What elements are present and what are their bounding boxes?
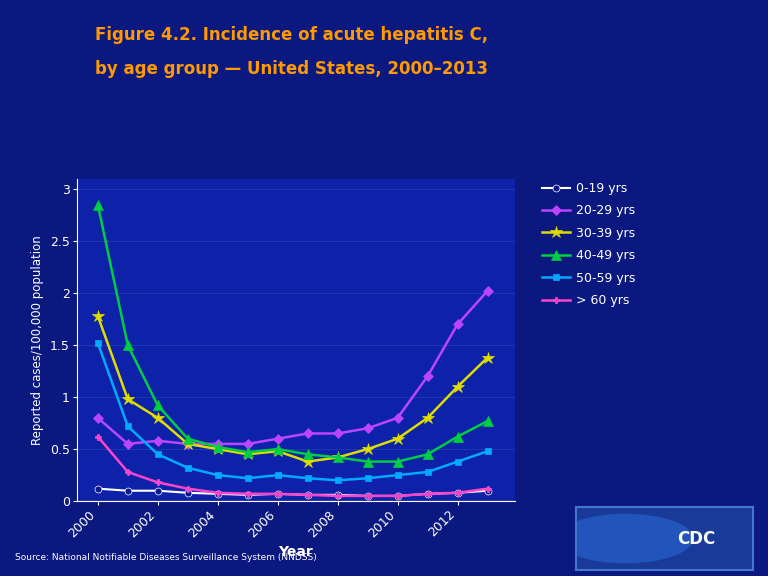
40-49 yrs: [423, 451, 432, 458]
Line: 30-39 yrs: 30-39 yrs: [91, 310, 494, 468]
> 60 yrs: [363, 492, 372, 499]
40-49 yrs: [393, 458, 402, 465]
Line: 50-59 yrs: 50-59 yrs: [94, 339, 491, 484]
Text: Source: National Notifiable Diseases Surveillance System (NNDSS): Source: National Notifiable Diseases Sur…: [15, 552, 317, 562]
Legend: 0-19 yrs, 20-29 yrs, 30-39 yrs, 40-49 yrs, 50-59 yrs, > 60 yrs: 0-19 yrs, 20-29 yrs, 30-39 yrs, 40-49 yr…: [538, 179, 639, 310]
Circle shape: [558, 514, 693, 563]
40-49 yrs: [153, 402, 162, 409]
30-39 yrs: [303, 458, 313, 465]
50-59 yrs: [183, 464, 192, 471]
> 60 yrs: [123, 468, 132, 475]
> 60 yrs: [243, 490, 253, 497]
30-39 yrs: [93, 312, 102, 319]
0-19 yrs: [393, 492, 402, 499]
Line: 20-29 yrs: 20-29 yrs: [94, 287, 491, 448]
Line: 0-19 yrs: 0-19 yrs: [94, 485, 491, 499]
50-59 yrs: [243, 475, 253, 482]
50-59 yrs: [273, 472, 283, 479]
> 60 yrs: [93, 433, 102, 440]
0-19 yrs: [453, 490, 462, 497]
> 60 yrs: [183, 485, 192, 492]
30-39 yrs: [273, 448, 283, 454]
20-29 yrs: [393, 414, 402, 421]
30-39 yrs: [153, 414, 162, 421]
> 60 yrs: [483, 485, 492, 492]
40-49 yrs: [213, 444, 222, 450]
0-19 yrs: [93, 485, 102, 492]
40-49 yrs: [123, 342, 132, 348]
40-49 yrs: [183, 435, 192, 442]
> 60 yrs: [333, 492, 343, 499]
> 60 yrs: [423, 490, 432, 497]
> 60 yrs: [453, 490, 462, 497]
20-29 yrs: [303, 430, 313, 437]
30-39 yrs: [393, 435, 402, 442]
40-49 yrs: [483, 418, 492, 425]
40-49 yrs: [333, 454, 343, 461]
20-29 yrs: [123, 441, 132, 448]
Text: CDC: CDC: [677, 529, 715, 548]
30-39 yrs: [483, 354, 492, 361]
50-59 yrs: [93, 339, 102, 346]
40-49 yrs: [303, 451, 313, 458]
20-29 yrs: [183, 441, 192, 448]
0-19 yrs: [243, 491, 253, 498]
50-59 yrs: [213, 472, 222, 479]
30-39 yrs: [453, 383, 462, 390]
X-axis label: Year: Year: [278, 545, 313, 559]
50-59 yrs: [453, 458, 462, 465]
> 60 yrs: [213, 490, 222, 497]
20-29 yrs: [483, 287, 492, 294]
Y-axis label: Reported cases/100,000 population: Reported cases/100,000 population: [31, 235, 45, 445]
0-19 yrs: [123, 487, 132, 494]
20-29 yrs: [153, 437, 162, 444]
50-59 yrs: [483, 448, 492, 454]
0-19 yrs: [153, 487, 162, 494]
0-19 yrs: [213, 490, 222, 497]
20-29 yrs: [243, 441, 253, 448]
40-49 yrs: [453, 433, 462, 440]
Line: > 60 yrs: > 60 yrs: [94, 433, 491, 499]
0-19 yrs: [483, 487, 492, 494]
30-39 yrs: [333, 454, 343, 461]
> 60 yrs: [393, 492, 402, 499]
> 60 yrs: [303, 491, 313, 498]
50-59 yrs: [363, 475, 372, 482]
50-59 yrs: [333, 477, 343, 484]
30-39 yrs: [123, 396, 132, 403]
0-19 yrs: [423, 490, 432, 497]
20-29 yrs: [333, 430, 343, 437]
30-39 yrs: [423, 414, 432, 421]
20-29 yrs: [363, 425, 372, 432]
0-19 yrs: [303, 491, 313, 498]
30-39 yrs: [183, 441, 192, 448]
40-49 yrs: [93, 201, 102, 208]
40-49 yrs: [243, 449, 253, 456]
0-19 yrs: [363, 492, 372, 499]
20-29 yrs: [213, 441, 222, 448]
40-49 yrs: [363, 458, 372, 465]
20-29 yrs: [93, 414, 102, 421]
0-19 yrs: [183, 490, 192, 497]
> 60 yrs: [153, 479, 162, 486]
30-39 yrs: [243, 451, 253, 458]
50-59 yrs: [123, 423, 132, 430]
20-29 yrs: [423, 373, 432, 380]
50-59 yrs: [153, 451, 162, 458]
> 60 yrs: [273, 490, 283, 497]
0-19 yrs: [333, 491, 343, 498]
50-59 yrs: [393, 472, 402, 479]
40-49 yrs: [273, 446, 283, 453]
0-19 yrs: [273, 490, 283, 497]
50-59 yrs: [423, 468, 432, 475]
Line: 40-49 yrs: 40-49 yrs: [93, 200, 492, 467]
30-39 yrs: [213, 446, 222, 453]
20-29 yrs: [273, 435, 283, 442]
20-29 yrs: [453, 321, 462, 328]
Text: by age group — United States, 2000–2013: by age group — United States, 2000–2013: [95, 60, 488, 78]
30-39 yrs: [363, 446, 372, 453]
Text: Figure 4.2. Incidence of acute hepatitis C,: Figure 4.2. Incidence of acute hepatitis…: [95, 26, 488, 44]
50-59 yrs: [303, 475, 313, 482]
